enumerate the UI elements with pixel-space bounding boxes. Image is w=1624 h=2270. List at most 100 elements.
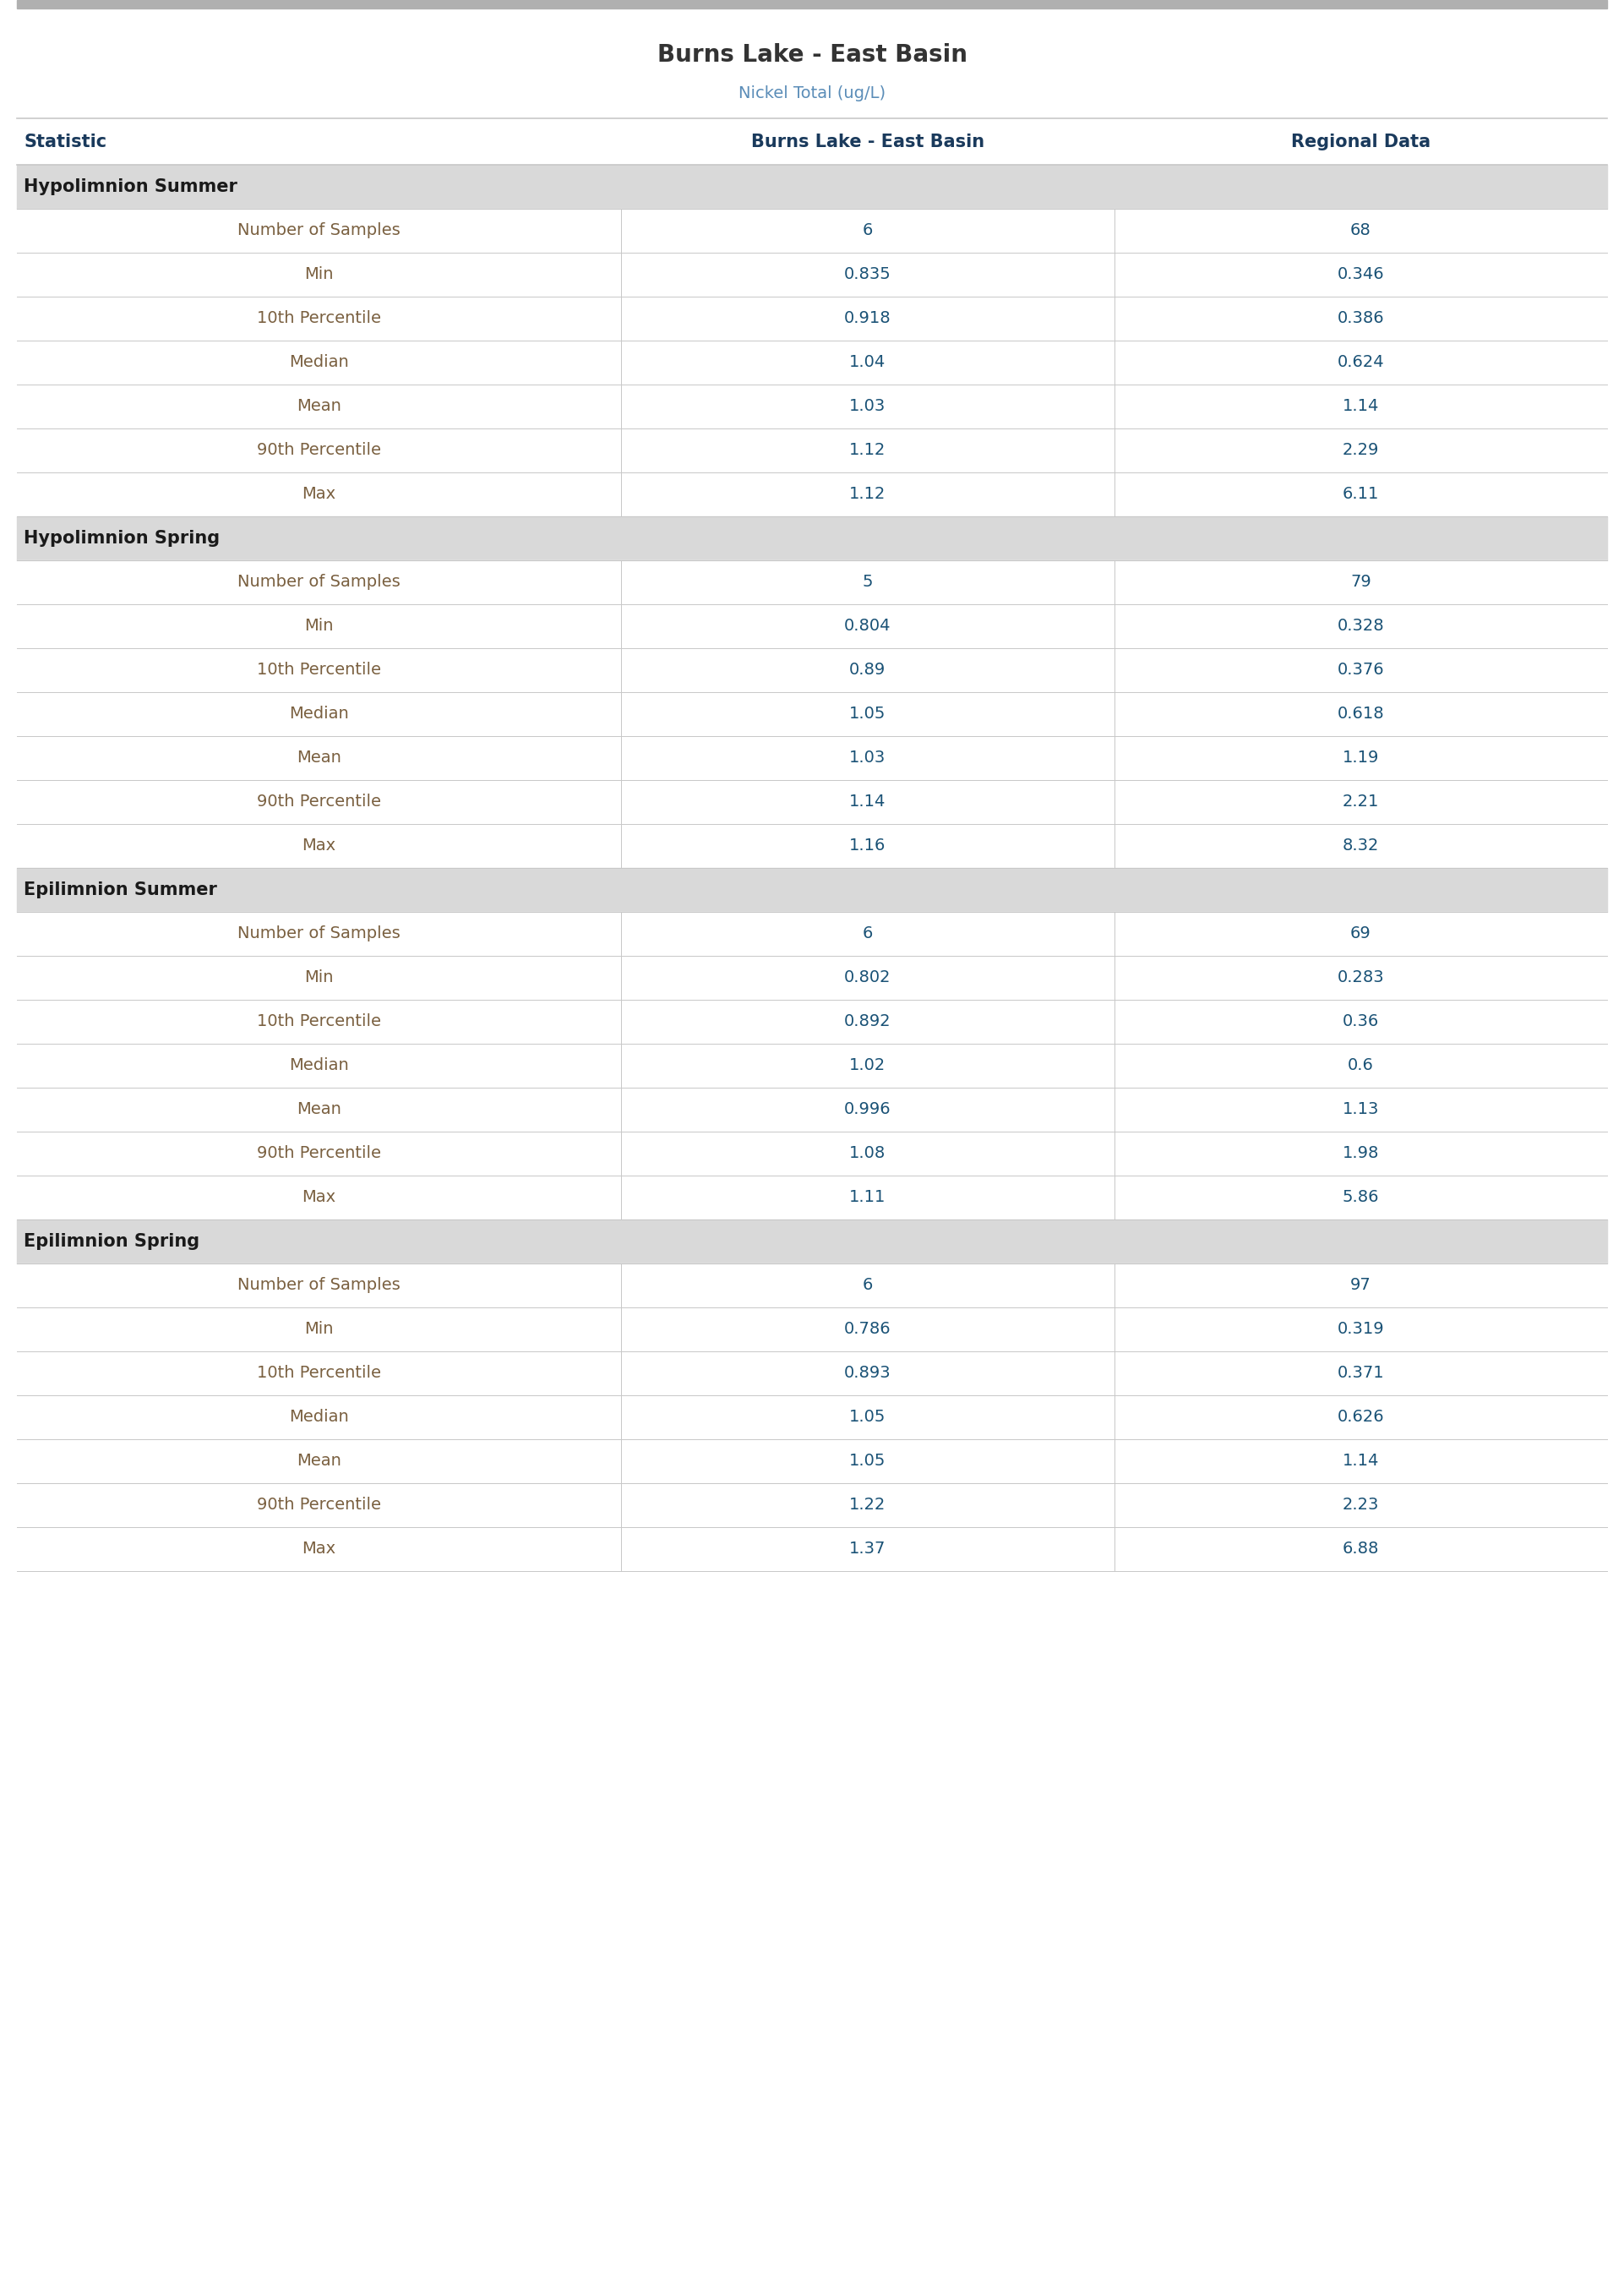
Text: 68: 68 <box>1350 222 1371 238</box>
Text: 0.376: 0.376 <box>1337 663 1384 679</box>
Text: Mean: Mean <box>297 1453 341 1469</box>
Bar <box>16 118 1608 166</box>
Text: 0.6: 0.6 <box>1348 1058 1374 1074</box>
Bar <box>16 781 1608 824</box>
Text: Median: Median <box>289 1058 349 1074</box>
Text: Mean: Mean <box>297 1101 341 1117</box>
Text: 10th Percentile: 10th Percentile <box>257 663 382 679</box>
Text: 10th Percentile: 10th Percentile <box>257 311 382 327</box>
Text: 1.05: 1.05 <box>849 706 887 722</box>
Text: Burns Lake - East Basin: Burns Lake - East Basin <box>658 43 966 66</box>
Bar <box>16 561 1608 604</box>
Text: Statistic: Statistic <box>24 134 107 150</box>
Bar <box>16 1219 1608 1264</box>
Text: 0.802: 0.802 <box>844 969 892 985</box>
Text: 90th Percentile: 90th Percentile <box>257 1146 382 1162</box>
Text: 0.893: 0.893 <box>844 1364 892 1382</box>
Text: 0.346: 0.346 <box>1337 266 1384 284</box>
Text: 1.02: 1.02 <box>849 1058 887 1074</box>
Bar <box>16 867 1608 913</box>
Text: 1.11: 1.11 <box>849 1189 887 1205</box>
Text: 1.16: 1.16 <box>849 838 887 854</box>
Text: 2.29: 2.29 <box>1343 443 1379 459</box>
Text: 1.19: 1.19 <box>1343 749 1379 765</box>
Text: 6: 6 <box>862 926 872 942</box>
Text: Min: Min <box>304 969 333 985</box>
Bar <box>16 1087 1608 1133</box>
Bar <box>16 1528 1608 1571</box>
Text: 0.283: 0.283 <box>1337 969 1384 985</box>
Text: Epilimnion Spring: Epilimnion Spring <box>24 1233 200 1251</box>
Bar <box>16 1044 1608 1087</box>
Text: 0.618: 0.618 <box>1337 706 1384 722</box>
Bar <box>16 340 1608 384</box>
Bar <box>16 252 1608 297</box>
Bar <box>16 1482 1608 1528</box>
Text: Max: Max <box>302 1189 336 1205</box>
Text: Min: Min <box>304 617 333 633</box>
Text: 10th Percentile: 10th Percentile <box>257 1364 382 1382</box>
Text: Number of Samples: Number of Samples <box>237 222 401 238</box>
Text: Min: Min <box>304 266 333 284</box>
Text: 0.835: 0.835 <box>844 266 892 284</box>
Text: 0.371: 0.371 <box>1337 1364 1384 1382</box>
Text: 69: 69 <box>1350 926 1371 942</box>
Bar <box>16 166 1608 209</box>
Text: Max: Max <box>302 486 336 502</box>
Text: 6: 6 <box>862 222 872 238</box>
Bar <box>16 956 1608 999</box>
Text: 0.786: 0.786 <box>844 1321 892 1337</box>
Text: 0.996: 0.996 <box>844 1101 892 1117</box>
Text: 2.23: 2.23 <box>1343 1498 1379 1514</box>
Text: Burns Lake - East Basin: Burns Lake - East Basin <box>750 134 984 150</box>
Text: Regional Data: Regional Data <box>1291 134 1431 150</box>
Text: 1.14: 1.14 <box>1343 400 1379 415</box>
Text: 6.88: 6.88 <box>1343 1541 1379 1557</box>
Text: 1.05: 1.05 <box>849 1453 887 1469</box>
Text: Number of Samples: Number of Samples <box>237 574 401 590</box>
Text: Epilimnion Summer: Epilimnion Summer <box>24 881 218 899</box>
Text: 90th Percentile: 90th Percentile <box>257 443 382 459</box>
Bar <box>16 472 1608 515</box>
Text: 1.08: 1.08 <box>849 1146 887 1162</box>
Bar <box>16 735 1608 781</box>
Bar <box>16 604 1608 649</box>
Text: 10th Percentile: 10th Percentile <box>257 1015 382 1031</box>
Text: Max: Max <box>302 838 336 854</box>
Text: 0.328: 0.328 <box>1337 617 1384 633</box>
Text: Median: Median <box>289 706 349 722</box>
Text: 0.89: 0.89 <box>849 663 887 679</box>
Text: 1.37: 1.37 <box>849 1541 887 1557</box>
Text: 1.13: 1.13 <box>1343 1101 1379 1117</box>
Text: Hypolimnion Spring: Hypolimnion Spring <box>24 529 219 547</box>
Text: 6: 6 <box>862 1278 872 1294</box>
Text: Number of Samples: Number of Samples <box>237 1278 401 1294</box>
Text: 1.03: 1.03 <box>849 749 887 765</box>
Bar <box>16 1351 1608 1396</box>
Text: 0.892: 0.892 <box>844 1015 892 1031</box>
Text: 0.386: 0.386 <box>1337 311 1384 327</box>
Text: 1.12: 1.12 <box>849 443 887 459</box>
Bar <box>16 384 1608 429</box>
Bar <box>16 1264 1608 1308</box>
Text: Hypolimnion Summer: Hypolimnion Summer <box>24 179 237 195</box>
Bar <box>16 1308 1608 1351</box>
Bar <box>16 515 1608 561</box>
Bar <box>16 429 1608 472</box>
Text: 1.04: 1.04 <box>849 354 887 370</box>
Text: 1.14: 1.14 <box>849 794 887 810</box>
Text: Median: Median <box>289 1410 349 1426</box>
Text: 1.98: 1.98 <box>1343 1146 1379 1162</box>
Text: 5: 5 <box>862 574 874 590</box>
Text: Mean: Mean <box>297 749 341 765</box>
Bar <box>16 999 1608 1044</box>
Text: 1.14: 1.14 <box>1343 1453 1379 1469</box>
Text: 1.22: 1.22 <box>849 1498 887 1514</box>
Bar <box>16 649 1608 692</box>
Bar <box>16 0 1608 9</box>
Text: 1.03: 1.03 <box>849 400 887 415</box>
Text: 6.11: 6.11 <box>1343 486 1379 502</box>
Bar <box>16 913 1608 956</box>
Bar <box>16 824 1608 867</box>
Text: 0.626: 0.626 <box>1337 1410 1384 1426</box>
